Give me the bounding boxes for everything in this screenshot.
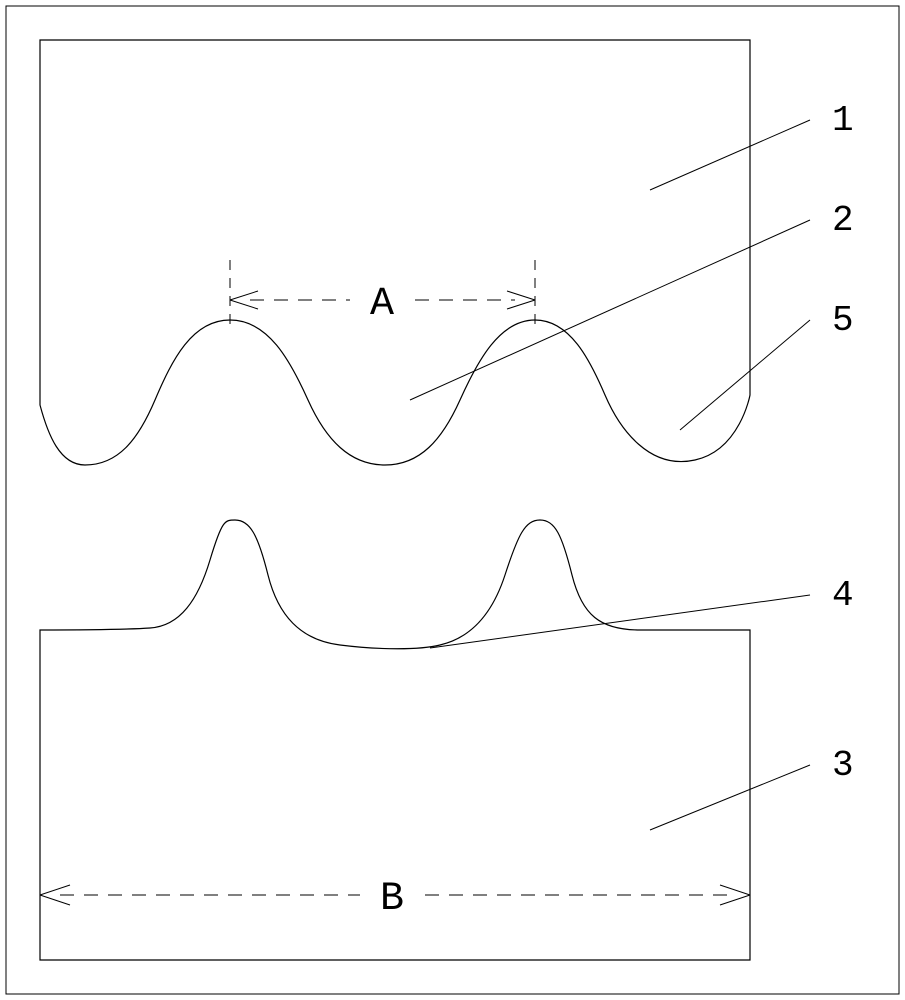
callout-5-label: 5 <box>832 300 854 341</box>
callout-3-label: 3 <box>832 745 854 786</box>
upper-piece-outline <box>40 40 750 465</box>
leader-5 <box>680 320 810 430</box>
leader-1 <box>650 120 810 190</box>
frame-rect <box>6 6 899 994</box>
leader-3 <box>650 765 810 830</box>
technical-diagram: A B 1 2 5 4 3 <box>0 0 905 1000</box>
dim-b-label: B <box>380 877 404 922</box>
dim-b: B <box>40 877 750 922</box>
dim-a-label: A <box>370 282 394 327</box>
leader-4 <box>430 595 810 648</box>
dim-a: A <box>230 282 535 327</box>
callout-4-label: 4 <box>832 575 854 616</box>
callout-1-label: 1 <box>832 100 854 141</box>
callout-2-label: 2 <box>832 200 854 241</box>
